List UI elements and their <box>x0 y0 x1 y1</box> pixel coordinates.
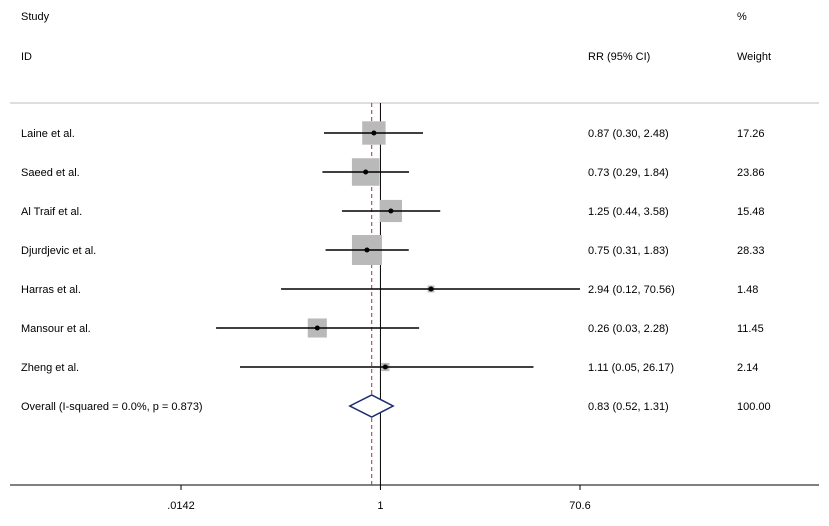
study-rr-ci: 2.94 (0.12, 70.56) <box>588 284 675 296</box>
x-tick-label: .0142 <box>167 500 195 512</box>
header-id: ID <box>21 51 32 63</box>
x-tick-label: 1 <box>377 500 383 512</box>
study-weight: 28.33 <box>737 245 765 257</box>
study-weight: 17.26 <box>737 128 765 140</box>
overall-weight: 100.00 <box>737 401 771 413</box>
header-weight: Weight <box>737 51 772 63</box>
study-weight: 1.48 <box>737 284 758 296</box>
study-point <box>363 169 369 175</box>
study-rr-ci: 0.75 (0.31, 1.83) <box>588 245 669 257</box>
study-rr-ci: 1.11 (0.05, 26.17) <box>588 362 674 374</box>
header-study: Study <box>21 11 50 23</box>
study-rr-ci: 1.25 (0.44, 3.58) <box>588 206 669 218</box>
study-weight: 2.14 <box>737 362 758 374</box>
study-name: Laine et al. <box>21 128 75 140</box>
x-tick-label: 70.6 <box>569 500 590 512</box>
study-rr-ci: 0.87 (0.30, 2.48) <box>588 128 669 140</box>
study-weight: 23.86 <box>737 167 765 179</box>
study-name: Djurdjevic et al. <box>21 245 96 257</box>
header-rr: RR (95% CI) <box>588 51 651 63</box>
study-rr-ci: 0.26 (0.03, 2.28) <box>588 323 669 335</box>
study-name: Saeed et al. <box>21 167 80 179</box>
study-name: Mansour et al. <box>21 323 91 335</box>
overall-diamond <box>348 394 395 418</box>
study-point <box>364 247 370 253</box>
study-point <box>314 325 320 331</box>
study-point <box>382 364 388 370</box>
overall-name: Overall (I-squared = 0.0%, p = 0.873) <box>21 401 203 413</box>
study-name: Al Traif et al. <box>21 206 82 218</box>
study-weight: 15.48 <box>737 206 765 218</box>
study-name: Zheng et al. <box>21 362 79 374</box>
study-point <box>428 286 434 292</box>
study-rr-ci: 0.73 (0.29, 1.84) <box>588 167 669 179</box>
study-weight: 11.45 <box>737 323 764 335</box>
overall-rr-ci: 0.83 (0.52, 1.31) <box>588 401 669 413</box>
study-point <box>388 208 394 214</box>
header-percent: % <box>737 11 747 23</box>
study-point <box>371 130 377 136</box>
study-name: Harras et al. <box>21 284 81 296</box>
